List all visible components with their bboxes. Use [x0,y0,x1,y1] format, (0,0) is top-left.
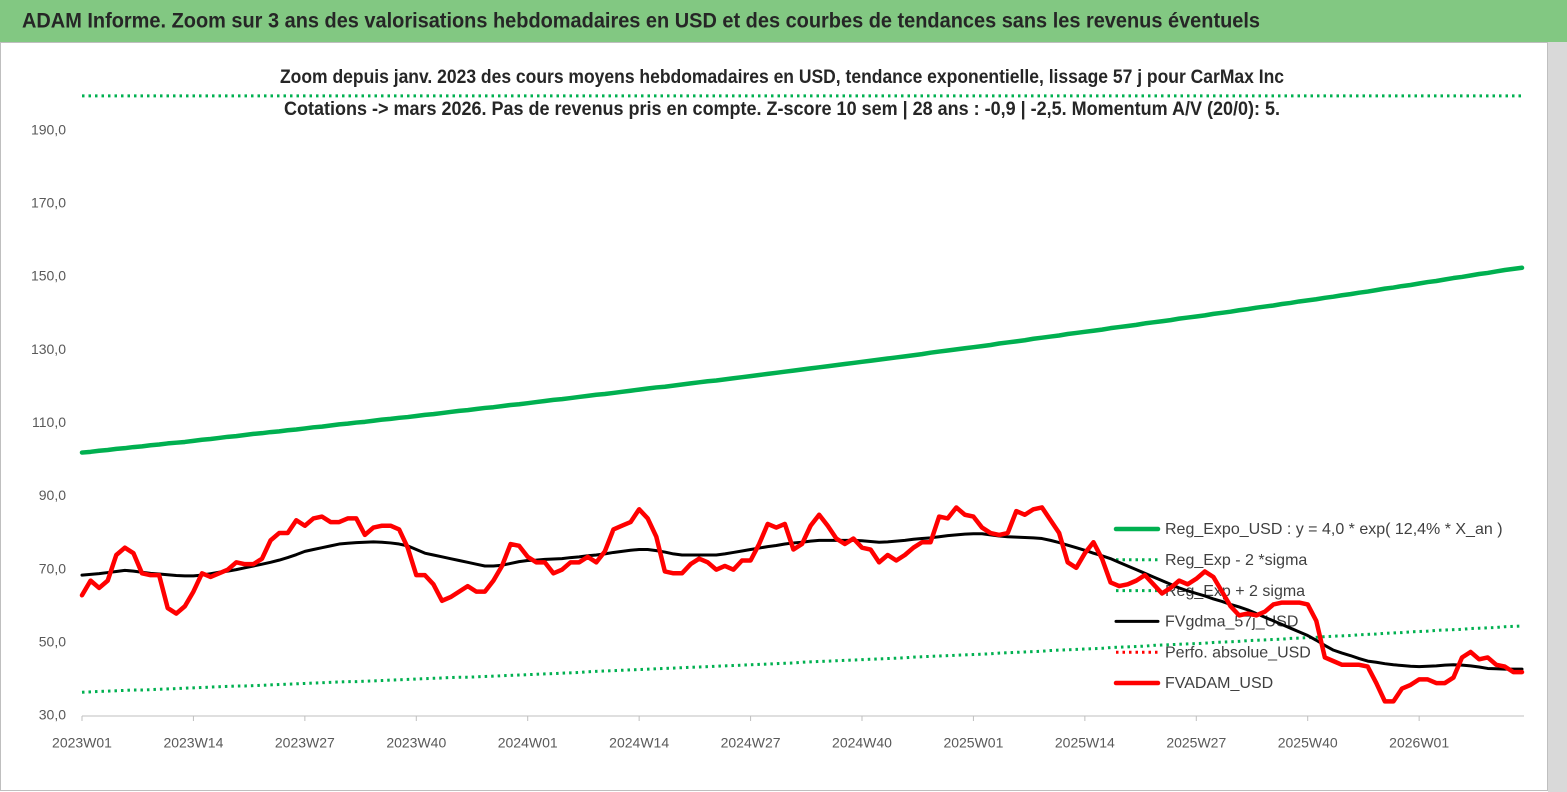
chart-title: ADAM Informe. Zoom sur 3 ans des valoris… [22,10,1260,33]
scrollbar-edge [1548,42,1567,792]
y-tick-label: 30,0 [39,707,66,723]
y-tick-label: 130,0 [31,341,66,357]
x-tick-label: 2023W40 [386,735,446,751]
chart-border [0,42,1548,791]
x-tick-label: 2025W27 [1166,735,1226,751]
y-tick-label: 150,0 [31,268,66,284]
y-tick-label: 110,0 [32,414,66,430]
legend-label: Perfo. absolue_USD [1165,644,1311,661]
x-tick-label: 2026W01 [1389,735,1449,751]
x-tick-label: 2023W27 [275,735,335,751]
x-tick-label: 2025W01 [943,735,1003,751]
y-tick-label: 170,0 [31,194,66,210]
legend-label: FVADAM_USD [1165,675,1273,692]
x-tick-label: 2025W14 [1055,735,1115,751]
x-tick-label: 2024W14 [609,735,669,751]
x-tick-label: 2025W40 [1278,735,1338,751]
chart-subtitle: Cotations -> mars 2026. Pas de revenus p… [284,99,1280,120]
header-bar [0,0,1567,42]
x-tick-label: 2024W27 [721,735,781,751]
x-tick-label: 2023W01 [52,735,112,751]
y-tick-label: 70,0 [39,560,66,576]
legend: Reg_Expo_USD : y = 4,0 * exp( 12,4% * X_… [1113,521,1503,692]
legend-label: Reg_Exp - 2 *sigma [1165,552,1307,569]
y-tick-label: 50,0 [39,634,66,650]
subtitle-box [272,60,1290,128]
plot-area: 30,0 50,0 70,0 90,0 110,0 130,0 150,0 170,0 190,… [31,121,1524,751]
x-tick-label: 2023W14 [163,735,223,751]
series-line [79,505,1525,704]
x-tick-label: 2024W40 [832,735,892,751]
x-tick-label: 2024W01 [498,735,558,751]
series-lines [79,94,1525,704]
chart-subtitle: Zoom depuis janv. 2023 des cours moyens … [280,67,1284,88]
series-line [79,265,1525,455]
y-tick-label: 90,0 [39,487,66,503]
y-tick-label: 190,0 [31,121,66,137]
legend-label: Reg_Expo_USD : y = 4,0 * exp( 12,4% * X_… [1165,521,1503,538]
